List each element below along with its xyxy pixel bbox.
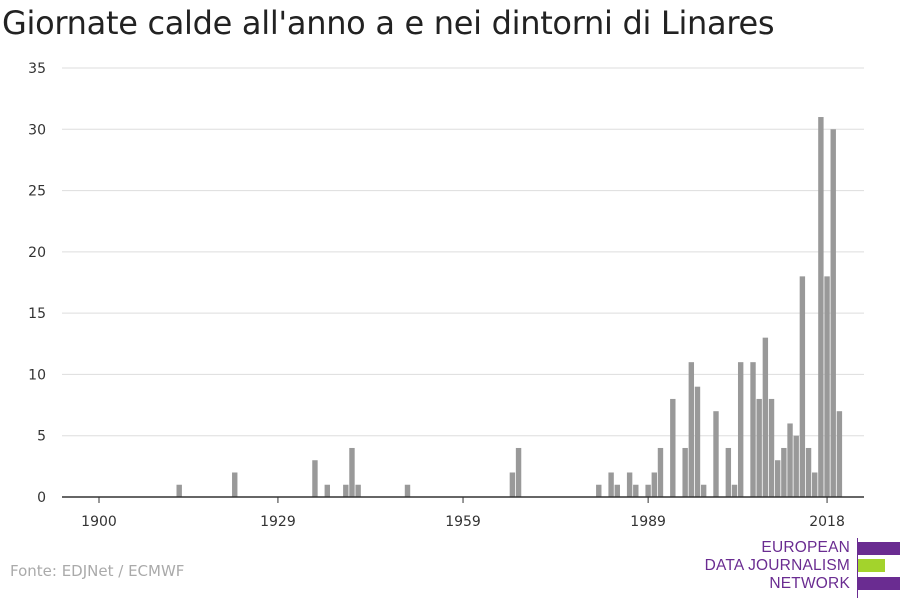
bar-2018[interactable]: [824, 276, 830, 497]
bar-2010[interactable]: [775, 460, 781, 497]
bar-1937[interactable]: [324, 484, 330, 497]
bar-2006[interactable]: [750, 362, 756, 497]
x-tick-label-1989: 1989: [630, 514, 666, 530]
bar-2009[interactable]: [768, 398, 775, 497]
grid-lines: [62, 67, 864, 437]
logo-bar-bottom: [858, 577, 900, 590]
bar-2004[interactable]: [737, 362, 744, 497]
logo-bar-top: [858, 542, 900, 555]
y-tick-label-35: 35: [28, 61, 46, 77]
bar-2007[interactable]: [756, 398, 762, 497]
bar-1986[interactable]: [626, 472, 633, 497]
bar-2013[interactable]: [793, 435, 799, 497]
logo-line-data-journalism: DATA JOURNALISM: [704, 557, 850, 574]
bar-1989[interactable]: [645, 484, 651, 497]
source-credit: Fonte: EDJNet / ECMWF: [10, 562, 185, 580]
x-tick-label-1959: 1959: [445, 514, 481, 530]
bar-2016[interactable]: [812, 472, 818, 497]
bar-2020[interactable]: [836, 411, 843, 497]
edjnet-logo[interactable]: EUROPEAN DATA JOURNALISM NETWORK: [700, 538, 900, 598]
bar-1983[interactable]: [608, 472, 614, 497]
y-tick-label-30: 30: [28, 122, 46, 138]
bar-1997[interactable]: [694, 386, 701, 497]
bar-2000[interactable]: [713, 411, 719, 497]
y-axis-ticks: 0 5 10 15 20 25 30 35: [28, 61, 46, 506]
bar-1981[interactable]: [596, 484, 602, 497]
y-tick-label-25: 25: [28, 184, 46, 200]
bar-1941[interactable]: [349, 447, 355, 497]
bar-1987[interactable]: [633, 484, 639, 497]
bar-2015[interactable]: [805, 447, 812, 497]
logo-line-network: NETWORK: [769, 575, 850, 592]
bar-1913[interactable]: [176, 484, 182, 497]
bar-1995[interactable]: [682, 447, 688, 497]
bar-2017[interactable]: [818, 117, 824, 497]
bar-1991[interactable]: [657, 447, 664, 497]
bar-2014[interactable]: [799, 276, 806, 497]
bar-1968[interactable]: [515, 447, 522, 497]
bars: [176, 117, 843, 498]
x-tick-label-1900: 1900: [81, 514, 117, 530]
x-tick-label-2018: 2018: [809, 514, 845, 530]
y-tick-label-20: 20: [28, 245, 46, 261]
bar-1922[interactable]: [232, 472, 238, 497]
y-tick-label-15: 15: [28, 306, 46, 322]
bar-2003[interactable]: [731, 484, 738, 497]
logo-line-european: EUROPEAN: [761, 539, 850, 556]
y-tick-label-0: 0: [37, 490, 46, 506]
logo-bar-middle: [858, 559, 885, 572]
bar-1940[interactable]: [343, 484, 349, 497]
bar-2002[interactable]: [725, 447, 732, 497]
bar-1967[interactable]: [509, 472, 516, 497]
bar-1998[interactable]: [700, 484, 707, 497]
bar-1935[interactable]: [312, 460, 318, 497]
y-tick-label-10: 10: [28, 367, 46, 383]
chart-title: Giornate calde all'anno a e nei dintorni…: [2, 4, 775, 42]
logo-divider: [857, 538, 858, 598]
bar-2008[interactable]: [762, 337, 769, 497]
bar-1950[interactable]: [404, 484, 411, 497]
bar-1993[interactable]: [670, 398, 676, 497]
x-tick-label-1929: 1929: [260, 514, 296, 530]
bar-1942[interactable]: [355, 484, 361, 497]
bar-1996[interactable]: [688, 362, 695, 497]
y-tick-label-5: 5: [37, 429, 46, 445]
bar-1990[interactable]: [651, 472, 657, 497]
bar-2012[interactable]: [787, 423, 793, 497]
x-axis-ticks: 1900 1929 1959 1989 2018: [81, 497, 845, 530]
hot-days-bar-chart: 0 5 10 15 20 25 30 35 1900 1929 1959 1989 2018: [28, 61, 864, 530]
bar-2011[interactable]: [781, 447, 787, 497]
bar-2019[interactable]: [830, 129, 836, 498]
bar-1984[interactable]: [614, 484, 620, 497]
